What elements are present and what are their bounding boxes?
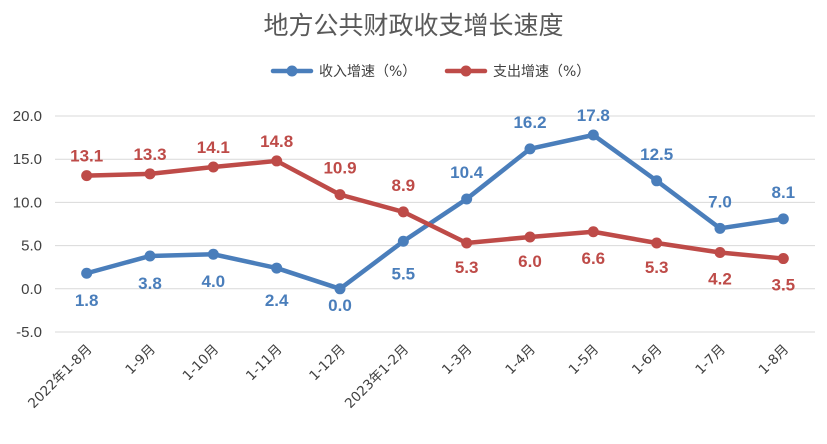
data-point bbox=[81, 170, 93, 182]
data-label: 5.5 bbox=[392, 264, 416, 283]
y-tick-label: 10.0 bbox=[13, 194, 42, 211]
data-label: 14.8 bbox=[260, 132, 293, 151]
chart-title: 地方公共财政收支增长速度 bbox=[263, 11, 564, 40]
data-point bbox=[144, 168, 156, 180]
data-point bbox=[524, 231, 536, 243]
legend-label-2: 支出增速（%） bbox=[493, 64, 590, 80]
x-tick-label: 1-3月 bbox=[439, 342, 475, 378]
data-point bbox=[271, 262, 283, 274]
y-tick-label: 0.0 bbox=[21, 281, 42, 298]
data-point bbox=[334, 283, 346, 295]
data-label: 4.2 bbox=[708, 270, 732, 289]
data-label: 7.0 bbox=[708, 192, 732, 211]
data-label: 3.5 bbox=[772, 276, 796, 295]
data-label: 13.3 bbox=[133, 145, 166, 164]
x-tick-label: 1-5月 bbox=[566, 342, 602, 378]
data-point bbox=[461, 193, 473, 205]
x-tick-label: 2022年1-8月 bbox=[25, 342, 95, 412]
x-tick-label: 1-6月 bbox=[629, 342, 665, 378]
legend-marker-2 bbox=[460, 65, 472, 77]
data-label: 13.1 bbox=[70, 147, 103, 166]
data-label: 1.8 bbox=[75, 291, 99, 310]
data-point bbox=[587, 226, 599, 238]
data-label: 5.3 bbox=[645, 258, 669, 277]
x-tick-label: 1-11月 bbox=[243, 342, 286, 385]
legend-marker-1 bbox=[286, 65, 298, 77]
x-tick-label: 1-9月 bbox=[122, 342, 158, 378]
data-label: 8.9 bbox=[392, 176, 416, 195]
data-point bbox=[81, 267, 93, 279]
x-tick-label: 1-12月 bbox=[306, 342, 349, 385]
data-point bbox=[524, 143, 536, 155]
data-label: 12.5 bbox=[640, 145, 673, 164]
y-tick-label: -5.0 bbox=[16, 324, 42, 341]
data-label: 6.0 bbox=[518, 252, 542, 271]
data-point bbox=[397, 206, 409, 218]
data-point bbox=[714, 222, 726, 234]
data-label: 6.6 bbox=[582, 249, 606, 268]
data-point bbox=[651, 175, 663, 187]
data-label: 10.9 bbox=[323, 159, 356, 178]
data-label: 2.4 bbox=[265, 291, 289, 310]
data-label: 16.2 bbox=[513, 113, 546, 132]
data-point bbox=[777, 213, 789, 225]
y-tick-label: 5.0 bbox=[21, 238, 42, 255]
data-point bbox=[271, 155, 283, 167]
data-point bbox=[777, 253, 789, 265]
x-tick-label: 2023年1-2月 bbox=[342, 342, 412, 412]
data-point bbox=[397, 235, 409, 247]
data-label: 5.3 bbox=[455, 258, 479, 277]
data-label: 14.1 bbox=[197, 138, 230, 157]
y-tick-label: 15.0 bbox=[13, 151, 42, 168]
x-tick-label: 1-7月 bbox=[692, 342, 728, 378]
data-label: 8.1 bbox=[772, 183, 796, 202]
series-line-1 bbox=[84, 132, 786, 292]
x-tick-label: 1-10月 bbox=[180, 342, 223, 385]
data-point bbox=[207, 248, 219, 260]
data-point bbox=[714, 247, 726, 259]
series-line-2 bbox=[84, 158, 786, 261]
data-label: 3.8 bbox=[138, 274, 162, 293]
x-tick-label: 1-4月 bbox=[502, 342, 538, 378]
data-label: 0.0 bbox=[328, 296, 352, 315]
data-label: 17.8 bbox=[577, 106, 610, 125]
data-point bbox=[587, 129, 599, 141]
data-label: 10.4 bbox=[450, 163, 484, 182]
data-point bbox=[144, 250, 156, 262]
data-point bbox=[461, 237, 473, 249]
data-point bbox=[334, 189, 346, 201]
data-point bbox=[651, 237, 663, 249]
legend-label-1: 收入增速（%） bbox=[319, 64, 416, 80]
x-tick-label: 1-8月 bbox=[756, 342, 792, 378]
data-point bbox=[207, 161, 219, 173]
y-tick-label: 20.0 bbox=[13, 108, 42, 125]
data-label: 4.0 bbox=[202, 272, 226, 291]
